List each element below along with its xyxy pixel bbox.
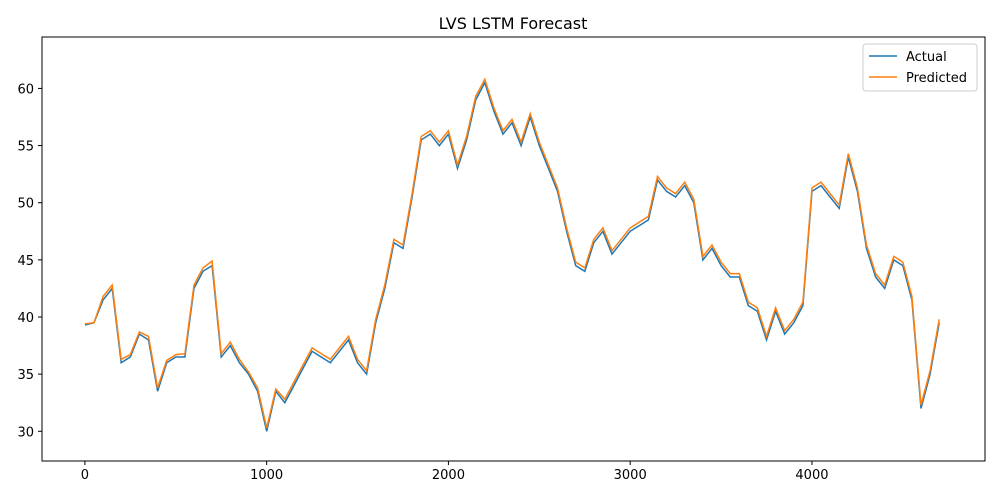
line-series [84, 80, 940, 432]
y-tick-label: 30 [17, 425, 34, 440]
legend-label: Actual [906, 50, 947, 65]
y-tick-label: 50 [17, 197, 34, 212]
y-tick-label: 55 [17, 140, 34, 155]
y-tick-label: 60 [17, 82, 34, 97]
y-tick-label: 40 [17, 311, 34, 326]
x-tick-label: 0 [81, 468, 89, 483]
y-tick-label: 45 [17, 254, 34, 269]
line-series [84, 77, 940, 429]
y-tick-label: 35 [17, 368, 34, 383]
legend-label: Predicted [906, 71, 967, 86]
x-tick-label: 3000 [614, 468, 647, 483]
x-tick-label: 4000 [795, 468, 828, 483]
x-tick-label: 1000 [250, 468, 283, 483]
chart-title: LVS LSTM Forecast [439, 14, 588, 33]
plot-frame [41, 36, 986, 462]
x-tick-label: 2000 [432, 468, 465, 483]
